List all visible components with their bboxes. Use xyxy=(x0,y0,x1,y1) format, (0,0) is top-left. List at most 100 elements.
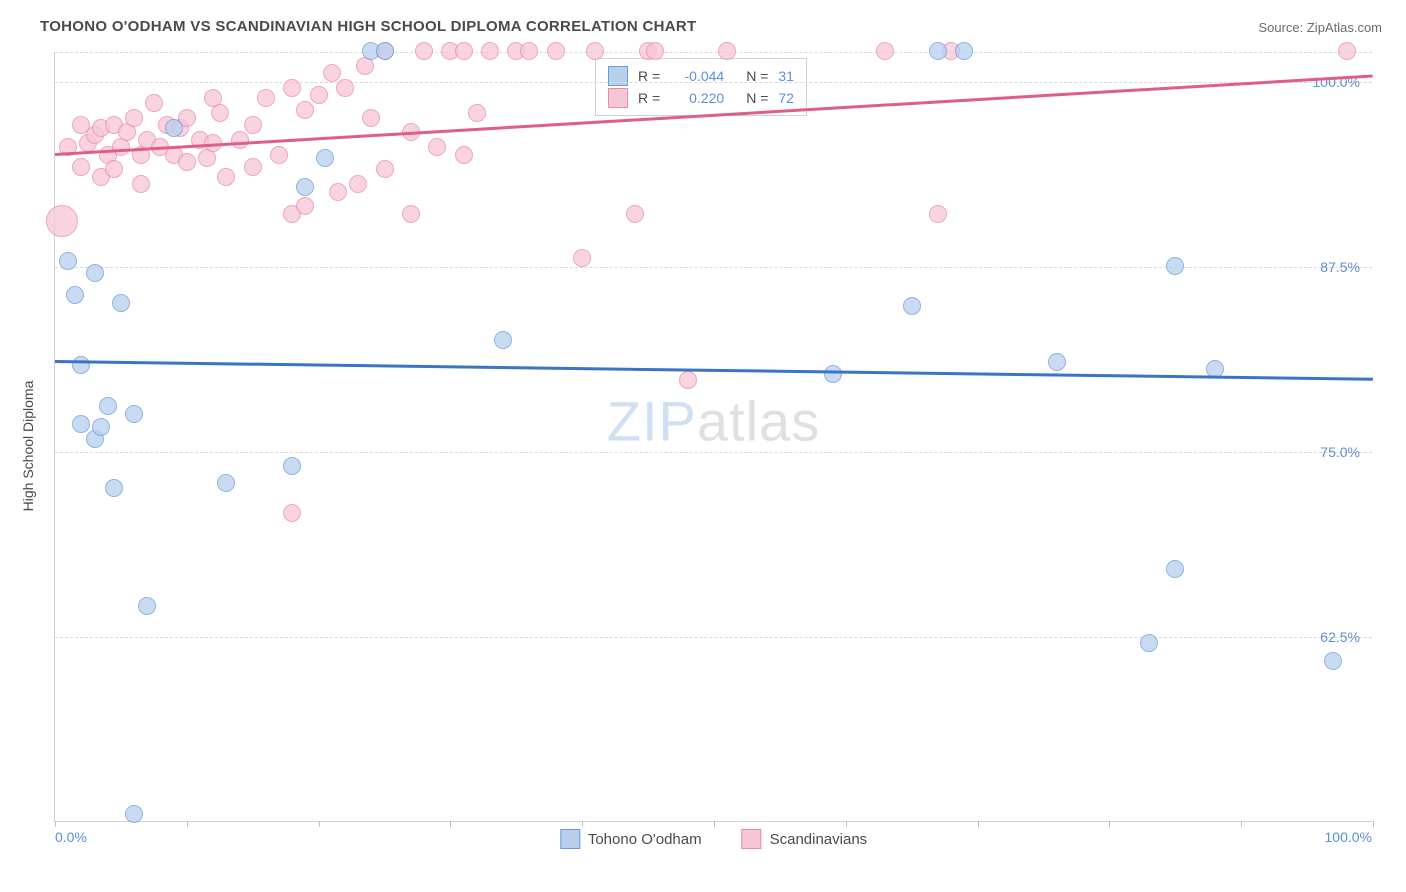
data-point-scandinavian xyxy=(125,109,143,127)
data-point-tohono xyxy=(296,178,314,196)
data-point-scandinavian xyxy=(929,205,947,223)
x-tick xyxy=(187,821,188,827)
data-point-scandinavian xyxy=(217,168,235,186)
data-point-scandinavian xyxy=(573,249,591,267)
legend-series-name: Tohono O'odham xyxy=(588,831,702,848)
data-point-tohono xyxy=(903,297,921,315)
data-point-scandinavian xyxy=(178,153,196,171)
data-point-scandinavian xyxy=(105,160,123,178)
x-axis-max-label: 100.0% xyxy=(1325,829,1372,845)
x-tick xyxy=(1241,821,1242,827)
gridline xyxy=(55,452,1372,453)
y-tick-label: 62.5% xyxy=(1320,629,1360,645)
legend-swatch xyxy=(608,66,628,86)
legend-row-tohono: R = -0.044 N = 31 xyxy=(608,65,794,87)
x-tick xyxy=(55,821,56,827)
data-point-scandinavian xyxy=(547,42,565,60)
data-point-scandinavian xyxy=(296,101,314,119)
data-point-tohono xyxy=(283,457,301,475)
y-tick-label: 87.5% xyxy=(1320,259,1360,275)
gridline xyxy=(55,52,1372,53)
y-tick-label: 75.0% xyxy=(1320,444,1360,460)
data-point-scandinavian xyxy=(46,205,78,237)
data-point-scandinavian xyxy=(718,42,736,60)
r-label: R = xyxy=(638,65,660,87)
data-point-tohono xyxy=(66,286,84,304)
data-point-scandinavian xyxy=(349,175,367,193)
data-point-tohono xyxy=(1166,560,1184,578)
data-point-scandinavian xyxy=(428,138,446,156)
data-point-tohono xyxy=(99,397,117,415)
legend-swatch xyxy=(560,829,580,849)
data-point-scandinavian xyxy=(455,146,473,164)
data-point-scandinavian xyxy=(329,183,347,201)
watermark-part2: atlas xyxy=(697,390,820,453)
data-point-tohono xyxy=(125,405,143,423)
data-point-tohono xyxy=(1324,652,1342,670)
data-point-tohono xyxy=(1048,353,1066,371)
data-point-tohono xyxy=(72,415,90,433)
data-point-tohono xyxy=(955,42,973,60)
data-point-scandinavian xyxy=(72,158,90,176)
legend-item-scandinavian: Scandinavians xyxy=(742,829,868,849)
data-point-tohono xyxy=(376,42,394,60)
data-point-scandinavian xyxy=(296,197,314,215)
data-point-scandinavian xyxy=(145,94,163,112)
data-point-scandinavian xyxy=(402,205,420,223)
data-point-tohono xyxy=(316,149,334,167)
data-point-scandinavian xyxy=(283,504,301,522)
data-point-tohono xyxy=(494,331,512,349)
data-point-tohono xyxy=(824,365,842,383)
data-point-scandinavian xyxy=(204,89,222,107)
data-point-scandinavian xyxy=(679,371,697,389)
data-point-tohono xyxy=(165,119,183,137)
n-label: N = xyxy=(746,87,768,109)
data-point-scandinavian xyxy=(244,116,262,134)
data-point-tohono xyxy=(1166,257,1184,275)
x-tick xyxy=(978,821,979,827)
data-point-scandinavian xyxy=(646,42,664,60)
data-point-scandinavian xyxy=(257,89,275,107)
r-value: -0.044 xyxy=(670,65,724,87)
gridline xyxy=(55,82,1372,83)
data-point-tohono xyxy=(59,252,77,270)
gridline xyxy=(55,637,1372,638)
n-value: 31 xyxy=(778,65,794,87)
legend-series-name: Scandinavians xyxy=(770,831,868,848)
data-point-tohono xyxy=(72,356,90,374)
x-tick xyxy=(450,821,451,827)
data-point-scandinavian xyxy=(270,146,288,164)
watermark-part1: ZIP xyxy=(607,390,697,453)
data-point-scandinavian xyxy=(283,79,301,97)
data-point-scandinavian xyxy=(481,42,499,60)
data-point-tohono xyxy=(86,264,104,282)
r-label: R = xyxy=(638,87,660,109)
data-point-tohono xyxy=(1140,634,1158,652)
data-point-scandinavian xyxy=(376,160,394,178)
data-point-tohono xyxy=(138,597,156,615)
data-point-scandinavian xyxy=(244,158,262,176)
data-point-tohono xyxy=(105,479,123,497)
n-value: 72 xyxy=(778,87,794,109)
data-point-scandinavian xyxy=(586,42,604,60)
data-point-tohono xyxy=(92,418,110,436)
data-point-scandinavian xyxy=(362,109,380,127)
data-point-scandinavian xyxy=(323,64,341,82)
x-tick xyxy=(1109,821,1110,827)
data-point-tohono xyxy=(217,474,235,492)
x-axis-min-label: 0.0% xyxy=(55,829,87,845)
trend-line-tohono xyxy=(55,360,1373,380)
correlation-legend: R = -0.044 N = 31 R = 0.220 N = 72 xyxy=(595,58,807,116)
data-point-tohono xyxy=(929,42,947,60)
legend-swatch xyxy=(608,88,628,108)
x-tick xyxy=(714,821,715,827)
y-axis-label: High School Diploma xyxy=(20,381,36,512)
n-label: N = xyxy=(746,65,768,87)
plot-area: ZIPatlas R =-0.044N =31R =0.220N =72 Toh… xyxy=(54,52,1372,822)
data-point-scandinavian xyxy=(336,79,354,97)
r-value: 0.220 xyxy=(670,87,724,109)
x-tick xyxy=(846,821,847,827)
legend-swatch xyxy=(742,829,762,849)
x-tick xyxy=(582,821,583,827)
data-point-scandinavian xyxy=(455,42,473,60)
